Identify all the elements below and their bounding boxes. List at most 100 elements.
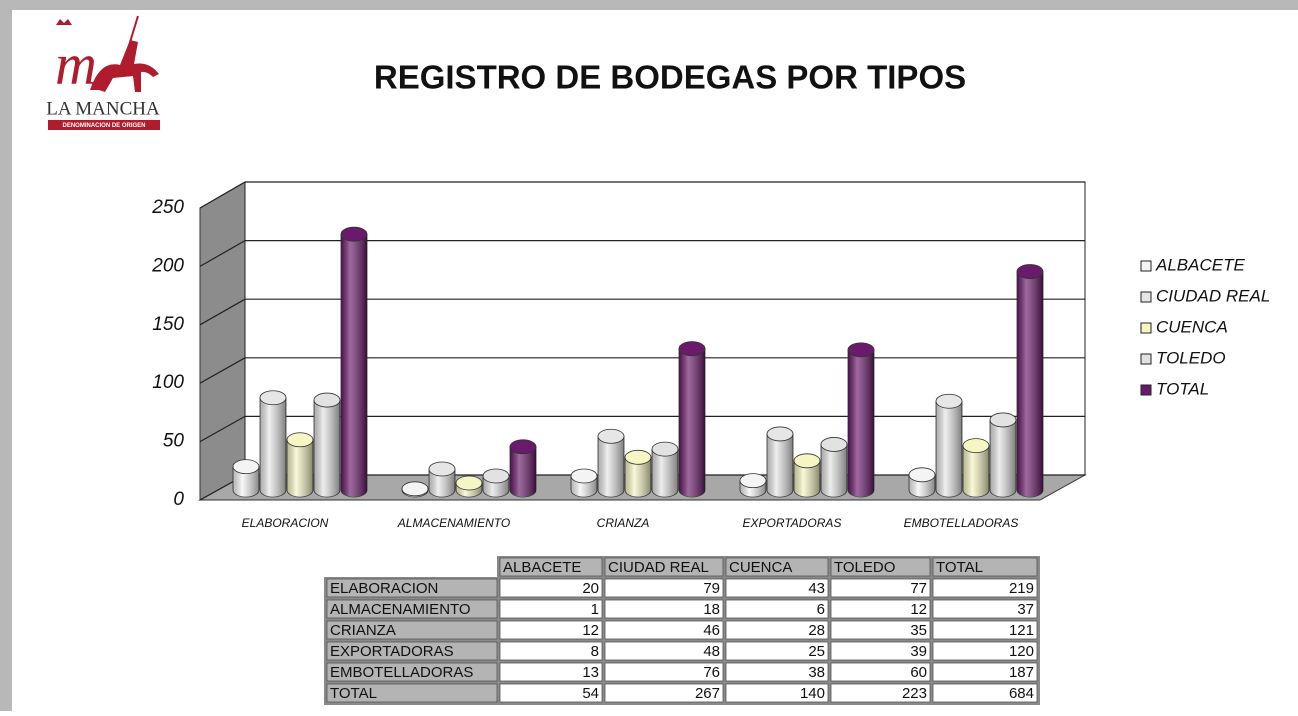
table-cell (326, 620, 498, 640)
table-value: 13 (582, 664, 599, 681)
bar-shade (1017, 271, 1043, 497)
table-cell (725, 599, 829, 619)
bar-shade (429, 468, 455, 497)
table-cell (499, 578, 603, 598)
bar-top (509, 439, 537, 455)
bar-top (908, 467, 936, 483)
table-value: 140 (800, 685, 825, 702)
frame-top (0, 0, 1298, 10)
table-cell (326, 662, 498, 682)
table-cell (725, 662, 829, 682)
bar-top (455, 475, 483, 491)
side-wall (199, 181, 246, 501)
logo-text: LA MANCHA (46, 98, 160, 119)
table-value: 223 (902, 685, 927, 702)
table-value: 267 (695, 685, 720, 702)
table-value: 28 (808, 622, 825, 639)
bar-shade (679, 348, 705, 497)
table-value: 35 (910, 622, 927, 639)
bar-top (313, 392, 341, 408)
table-cell (326, 578, 498, 598)
x-tick-label: EMBOTELLADORAS (904, 516, 1019, 530)
legend-label: CIUDAD REAL (1156, 286, 1270, 305)
table-cell (604, 557, 724, 577)
bar-shade (990, 419, 1016, 497)
bar-top (935, 393, 963, 409)
table-cell (499, 662, 603, 682)
bar-shade (598, 436, 624, 497)
table-value: 121 (1009, 622, 1034, 639)
table-cell (499, 557, 603, 577)
table-cell (932, 557, 1038, 577)
table-value: 77 (910, 580, 927, 597)
table-value: 219 (1009, 580, 1034, 597)
logo-subtext: DENOMINACION DE ORIGEN (62, 123, 145, 129)
y-tick-label: 50 (163, 431, 185, 452)
bar-shade (287, 439, 313, 497)
table-value: 43 (808, 580, 825, 597)
table-row-label: ELABORACION (330, 580, 438, 597)
table-cell (326, 683, 498, 703)
bar-top (570, 468, 598, 484)
table-row-label: CRIANZA (330, 622, 396, 639)
bar-shade (652, 449, 678, 497)
bar-shade (767, 433, 793, 497)
table-row-label: EMBOTELLADORAS (330, 664, 473, 681)
table-row-label: ALMACENAMIENTO (330, 601, 471, 618)
legend-swatch (1140, 260, 1152, 272)
table-cell (725, 578, 829, 598)
frame-left (0, 0, 12, 711)
table-cell (830, 599, 931, 619)
table-value: 8 (591, 643, 599, 660)
table-cell (604, 683, 724, 703)
grid-line (199, 415, 246, 443)
bar-top (962, 438, 990, 454)
table-value: 39 (910, 643, 927, 660)
bar-top (1016, 264, 1044, 279)
legend-label: ALBACETE (1155, 255, 1245, 274)
bar-top (624, 449, 652, 465)
table-header: ALBACETE (503, 559, 581, 576)
table-value: 38 (808, 664, 825, 681)
grid-line (199, 357, 246, 384)
logo-m: m (55, 31, 97, 96)
table-row-label: TOTAL (330, 685, 377, 702)
bar-top (651, 441, 679, 457)
table-header: CIUDAD REAL (608, 559, 709, 576)
bar-top (259, 390, 287, 406)
table-cell (499, 620, 603, 640)
y-tick-label: 200 (151, 255, 184, 276)
table-cell (830, 578, 931, 598)
table-value: 187 (1009, 664, 1034, 681)
grid-line (199, 181, 246, 209)
grid-line (199, 298, 246, 326)
table-value: 79 (703, 580, 720, 597)
table-cell (604, 620, 724, 640)
x-tick-label: ELABORACION (242, 516, 329, 530)
table-cell (499, 641, 603, 661)
table-cell (725, 683, 829, 703)
table-cell (830, 662, 931, 682)
table-cell (932, 662, 1038, 682)
table-cell (499, 683, 603, 703)
table-value: 6 (817, 601, 825, 618)
bar-shade (510, 446, 536, 497)
bar-shade (821, 444, 847, 497)
table-cell (326, 641, 498, 661)
bar-shade (794, 460, 820, 497)
bar-top (286, 432, 314, 448)
x-tick-label: ALMACENAMIENTO (397, 516, 510, 530)
table-cell (604, 599, 724, 619)
bar-shade (314, 400, 340, 497)
y-tick-label: 100 (152, 372, 184, 393)
table-cell (326, 599, 498, 619)
table-value: 12 (910, 601, 927, 618)
bar-shade (936, 401, 962, 497)
table-cell (932, 578, 1038, 598)
table-value: 684 (1009, 685, 1034, 702)
table-value: 18 (703, 601, 720, 618)
bar-top (820, 437, 848, 452)
bar-shade (963, 445, 989, 497)
bar-shade (848, 349, 874, 497)
